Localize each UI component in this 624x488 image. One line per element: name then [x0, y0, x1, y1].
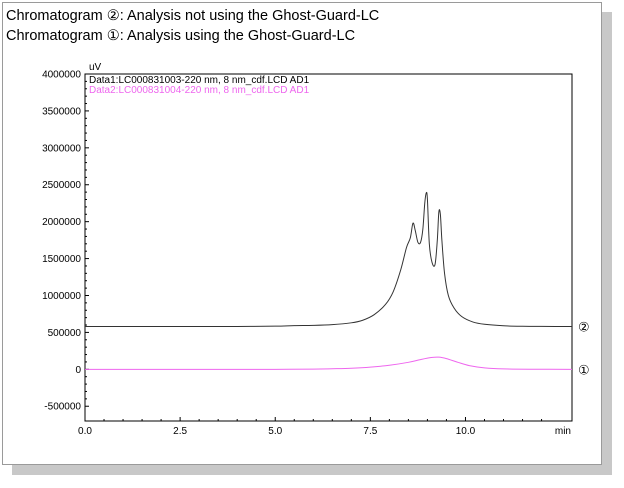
y-tick-label: 2000000 — [42, 217, 81, 228]
y-tick-label: -500000 — [44, 402, 81, 413]
series-line-1 — [85, 191, 573, 328]
caption-chromatogram-2: Chromatogram ②: Analysis not using the G… — [6, 8, 380, 24]
y-tick-label: 4000000 — [42, 70, 81, 81]
y-tick-label: 3500000 — [42, 106, 81, 117]
y-tick-label: 0 — [75, 365, 81, 376]
figure-panel — [2, 2, 602, 465]
x-unit-label: min — [555, 426, 571, 437]
y-tick-label: 3000000 — [42, 143, 81, 154]
caption-chromatogram-1: Chromatogram ①: Analysis using the Ghost… — [6, 28, 356, 44]
plot-area-border — [84, 73, 573, 422]
y-tick-label: 1000000 — [42, 291, 81, 302]
y-tick-label: 500000 — [48, 328, 82, 339]
y-axis-ticks: 4000000 3500000 3000000 2500000 2000000 15000… — [42, 70, 89, 413]
x-tick-label: 7.5 — [363, 426, 377, 437]
y-tick-label: 1500000 — [42, 254, 81, 265]
x-tick-label: 0.0 — [78, 426, 92, 437]
legend-series-2: Data2:LC000831004-220 nm, 8 nm_cdf.LCD A… — [89, 85, 310, 96]
end-label-chromatogram-1: ① — [578, 363, 590, 378]
x-tick-label: 2.5 — [173, 426, 187, 437]
y-tick-label: 2500000 — [42, 180, 81, 191]
x-axis-ticks: 0.0 2.5 5.0 7.5 10.0 — [78, 417, 543, 437]
x-tick-label: 5.0 — [268, 426, 282, 437]
series-lines — [84, 191, 573, 370]
x-tick-label: 10.0 — [456, 426, 476, 437]
y-unit-label: uV — [89, 62, 102, 73]
legend-series-1: Data1:LC000831003-220 nm, 8 nm_cdf.LCD A… — [89, 75, 310, 86]
series-line-2 — [84, 356, 573, 370]
end-label-chromatogram-2: ② — [578, 321, 590, 336]
